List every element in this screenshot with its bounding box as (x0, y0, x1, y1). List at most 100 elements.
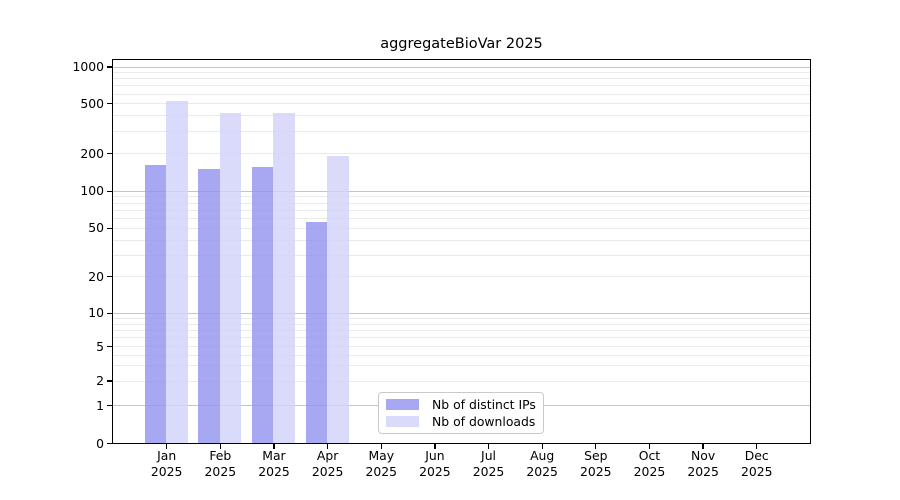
legend-item-downloads: Nb of downloads (386, 414, 535, 429)
y-tick-mark (107, 66, 112, 68)
x-tick-label-month: May (368, 448, 395, 463)
x-tick-mark (219, 444, 221, 449)
bar-nb-of-downloads-mar (273, 112, 295, 444)
x-tick-mark (166, 444, 168, 449)
x-tick-mark (541, 444, 543, 449)
x-tick-label-year: 2025 (150, 464, 183, 479)
x-tick-label-month: Mar (262, 448, 286, 463)
x-tick-label-oct: Oct 2025 (617, 448, 681, 480)
x-tick-label-month: Nov (691, 448, 716, 463)
y-tick-label-10: 10 (88, 305, 104, 321)
x-tick-mark (326, 444, 329, 449)
x-tick-label-month: Oct (638, 448, 661, 463)
gridline-minor (113, 239, 810, 241)
x-tick-label-year: 2025 (687, 464, 719, 479)
gridline-minor (113, 153, 810, 155)
x-tick-label-year: 2025 (580, 464, 612, 479)
gridline-minor (113, 218, 810, 220)
gridline-major (113, 190, 810, 192)
gridline-minor (113, 323, 810, 325)
legend-swatch-distinct-ips (386, 399, 419, 410)
bar-nb-of-distinct-ips-jan (144, 165, 167, 444)
y-tick-label-2: 2 (96, 373, 104, 388)
x-tick-label-dec: Dec 2025 (725, 448, 789, 480)
gridline-minor (113, 78, 810, 80)
y-tick-mark (107, 442, 112, 445)
y-tick-mark (107, 227, 112, 229)
x-tick-mark (434, 444, 436, 449)
x-tick-label-month: Sep (584, 448, 608, 463)
y-tick-label-100: 100 (80, 183, 104, 199)
gridline-minor (113, 227, 810, 229)
gridline-minor (113, 196, 810, 198)
legend-label-downloads: Nb of downloads (432, 414, 536, 429)
gridline-major (113, 312, 810, 314)
y-tick-label-500: 500 (80, 95, 104, 111)
gridline-minor (113, 276, 810, 278)
x-tick-label-year: 2025 (633, 464, 666, 479)
x-tick-label-sep: Sep 2025 (564, 448, 628, 480)
x-tick-mark (595, 444, 597, 449)
x-tick-label-month: Dec (744, 448, 769, 463)
gridline-minor (113, 317, 810, 319)
y-tick-label-5: 5 (96, 338, 104, 354)
x-tick-label-year: 2025 (311, 464, 344, 479)
y-tick-label-0: 0 (96, 435, 104, 451)
x-tick-label-month: Jul (481, 448, 496, 463)
gridline-minor (113, 85, 810, 87)
gridline-minor (113, 72, 810, 74)
x-tick-label-month: Jun (425, 448, 445, 463)
bar-nb-of-downloads-apr (327, 155, 349, 444)
gridline-major (113, 66, 810, 68)
x-tick-label-jul: Jul 2025 (457, 448, 521, 480)
gridline-minor (113, 115, 810, 117)
x-tick-label-month: Jan (157, 448, 177, 463)
gridline-minor (113, 254, 810, 256)
x-tick-label-mar: Mar 2025 (242, 448, 306, 480)
y-tick-label-1000: 1000 (72, 59, 104, 74)
x-tick-mark (756, 444, 758, 449)
y-tick-mark (107, 103, 112, 105)
x-tick-label-jun: Jun 2025 (403, 448, 467, 480)
y-tick-mark (107, 276, 112, 278)
x-tick-mark (273, 444, 275, 449)
x-tick-label-jan: Jan 2025 (135, 448, 199, 480)
x-tick-label-apr: Apr 2025 (296, 448, 360, 480)
legend-label-distinct-ips: Nb of distinct IPs (432, 397, 536, 412)
x-tick-label-feb: Feb 2025 (188, 448, 252, 480)
y-tick-mark (107, 404, 112, 407)
x-tick-label-may: May 2025 (349, 448, 413, 480)
y-tick-mark (107, 380, 112, 382)
y-tick-mark (107, 190, 112, 192)
bar-nb-of-distinct-ips-feb (198, 168, 220, 444)
x-tick-label-year: 2025 (526, 464, 558, 479)
x-tick-label-month: Feb (209, 448, 232, 463)
x-tick-label-year: 2025 (740, 464, 773, 479)
legend-swatch-downloads (386, 416, 419, 427)
y-tick-label-1: 1 (96, 397, 104, 413)
bar-nb-of-downloads-feb (219, 112, 242, 444)
x-tick-label-month: Aug (530, 448, 555, 463)
x-tick-mark (648, 444, 651, 449)
gridline-minor (113, 93, 810, 95)
gridline-minor (113, 346, 810, 348)
y-tick-label-50: 50 (88, 220, 104, 236)
x-tick-label-year: 2025 (365, 464, 398, 479)
gridline-minor (113, 380, 810, 382)
bar-nb-of-distinct-ips-apr (305, 221, 328, 444)
y-tick-label-200: 200 (80, 145, 104, 161)
chart-title: aggregateBioVar 2025 (380, 36, 543, 52)
gridline-minor (113, 354, 810, 356)
bar-nb-of-downloads-jan (166, 101, 188, 444)
x-tick-label-year: 2025 (258, 464, 290, 479)
gridline-minor (113, 365, 810, 367)
x-tick-label-month: Apr (316, 448, 339, 463)
gridline-minor (113, 329, 810, 331)
gridline-minor (113, 337, 810, 339)
y-tick-mark (107, 346, 112, 348)
x-tick-label-nov: Nov 2025 (671, 448, 735, 480)
gridline-minor (113, 202, 810, 204)
gridline-minor (113, 131, 810, 133)
bar-nb-of-distinct-ips-mar (251, 167, 274, 444)
